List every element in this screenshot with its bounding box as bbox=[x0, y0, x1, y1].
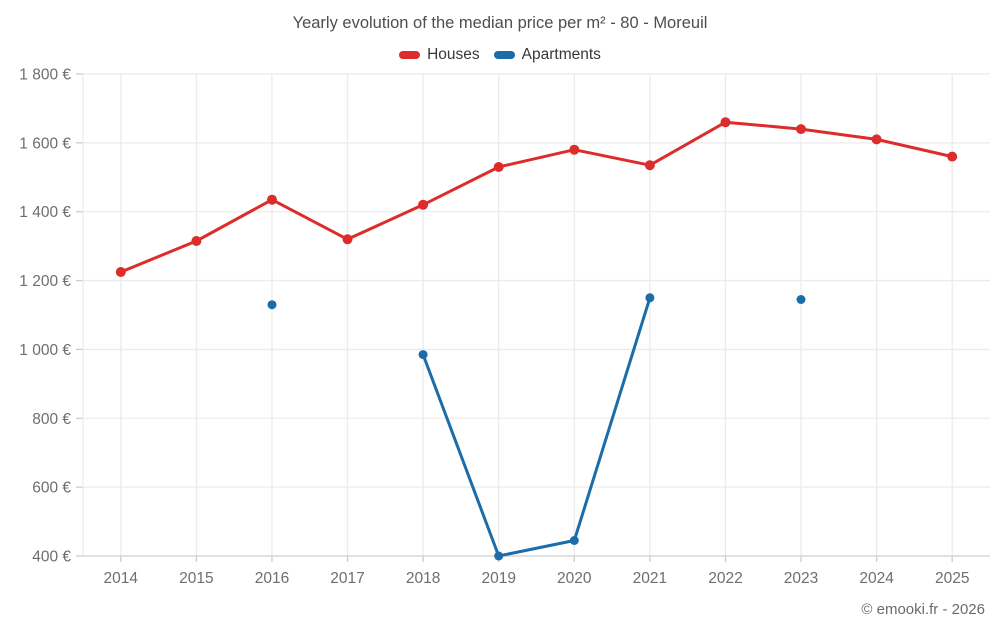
x-axis-label: 2023 bbox=[784, 570, 818, 587]
data-point-houses-2015[interactable] bbox=[191, 236, 202, 246]
houses-legend-swatch-icon bbox=[399, 51, 421, 59]
y-axis-label: 1 000 € bbox=[19, 342, 71, 359]
x-axis-label: 2020 bbox=[557, 570, 592, 587]
data-point-houses-2022[interactable] bbox=[720, 117, 731, 128]
chart-title: Yearly evolution of the median price per… bbox=[292, 14, 708, 32]
series-line-apartments bbox=[423, 298, 801, 556]
data-point-houses-2025[interactable] bbox=[947, 151, 958, 162]
x-axis-label: 2021 bbox=[633, 570, 667, 587]
data-point-houses-2020[interactable] bbox=[569, 144, 580, 155]
copyright-text: © emooki.fr - 2026 bbox=[861, 601, 985, 618]
data-point-houses-2017[interactable] bbox=[342, 234, 353, 245]
legend-label-houses: Houses bbox=[427, 46, 480, 63]
data-point-apartments-2023[interactable] bbox=[796, 295, 806, 304]
x-axis-label: 2025 bbox=[935, 570, 969, 587]
legend-label-apartments: Apartments bbox=[521, 46, 601, 63]
chart-legend: Houses Apartments bbox=[0, 46, 1000, 64]
apartments-legend-swatch-icon bbox=[493, 51, 515, 59]
x-axis-label: 2015 bbox=[179, 570, 213, 587]
y-axis-label: 1 400 € bbox=[19, 204, 71, 221]
x-axis-label: 2024 bbox=[859, 570, 894, 587]
y-axis-label: 1 600 € bbox=[19, 135, 71, 152]
y-axis-label: 1 800 € bbox=[19, 67, 71, 84]
data-point-apartments-2021[interactable] bbox=[645, 293, 655, 303]
x-axis-label: 2016 bbox=[255, 570, 289, 587]
data-point-houses-2018[interactable] bbox=[418, 199, 429, 210]
x-axis-label: 2018 bbox=[406, 570, 440, 587]
legend-item-houses[interactable]: Houses bbox=[399, 46, 480, 64]
data-point-houses-2024[interactable] bbox=[871, 134, 882, 145]
data-point-houses-2016[interactable] bbox=[267, 194, 277, 205]
data-point-apartments-2020[interactable] bbox=[569, 536, 579, 545]
data-point-houses-2021[interactable] bbox=[644, 160, 655, 171]
legend-item-apartments[interactable]: Apartments bbox=[493, 46, 601, 64]
data-point-houses-2014[interactable] bbox=[115, 267, 126, 277]
y-axis-label: 400 € bbox=[32, 549, 71, 566]
data-point-apartments-2016[interactable] bbox=[267, 300, 277, 310]
x-axis-label: 2014 bbox=[104, 570, 139, 587]
x-axis-label: 2017 bbox=[330, 570, 364, 587]
x-axis-label: 2019 bbox=[481, 570, 515, 587]
y-axis-label: 1 200 € bbox=[19, 273, 71, 290]
y-axis-label: 800 € bbox=[32, 411, 71, 428]
data-point-houses-2019[interactable] bbox=[493, 162, 504, 172]
data-point-apartments-2019[interactable] bbox=[494, 551, 504, 561]
series-line-houses bbox=[119, 120, 954, 274]
y-axis-label: 600 € bbox=[32, 480, 71, 497]
x-axis-label: 2022 bbox=[708, 570, 742, 587]
data-point-houses-2023[interactable] bbox=[796, 124, 806, 135]
data-point-apartments-2018[interactable] bbox=[418, 350, 428, 360]
